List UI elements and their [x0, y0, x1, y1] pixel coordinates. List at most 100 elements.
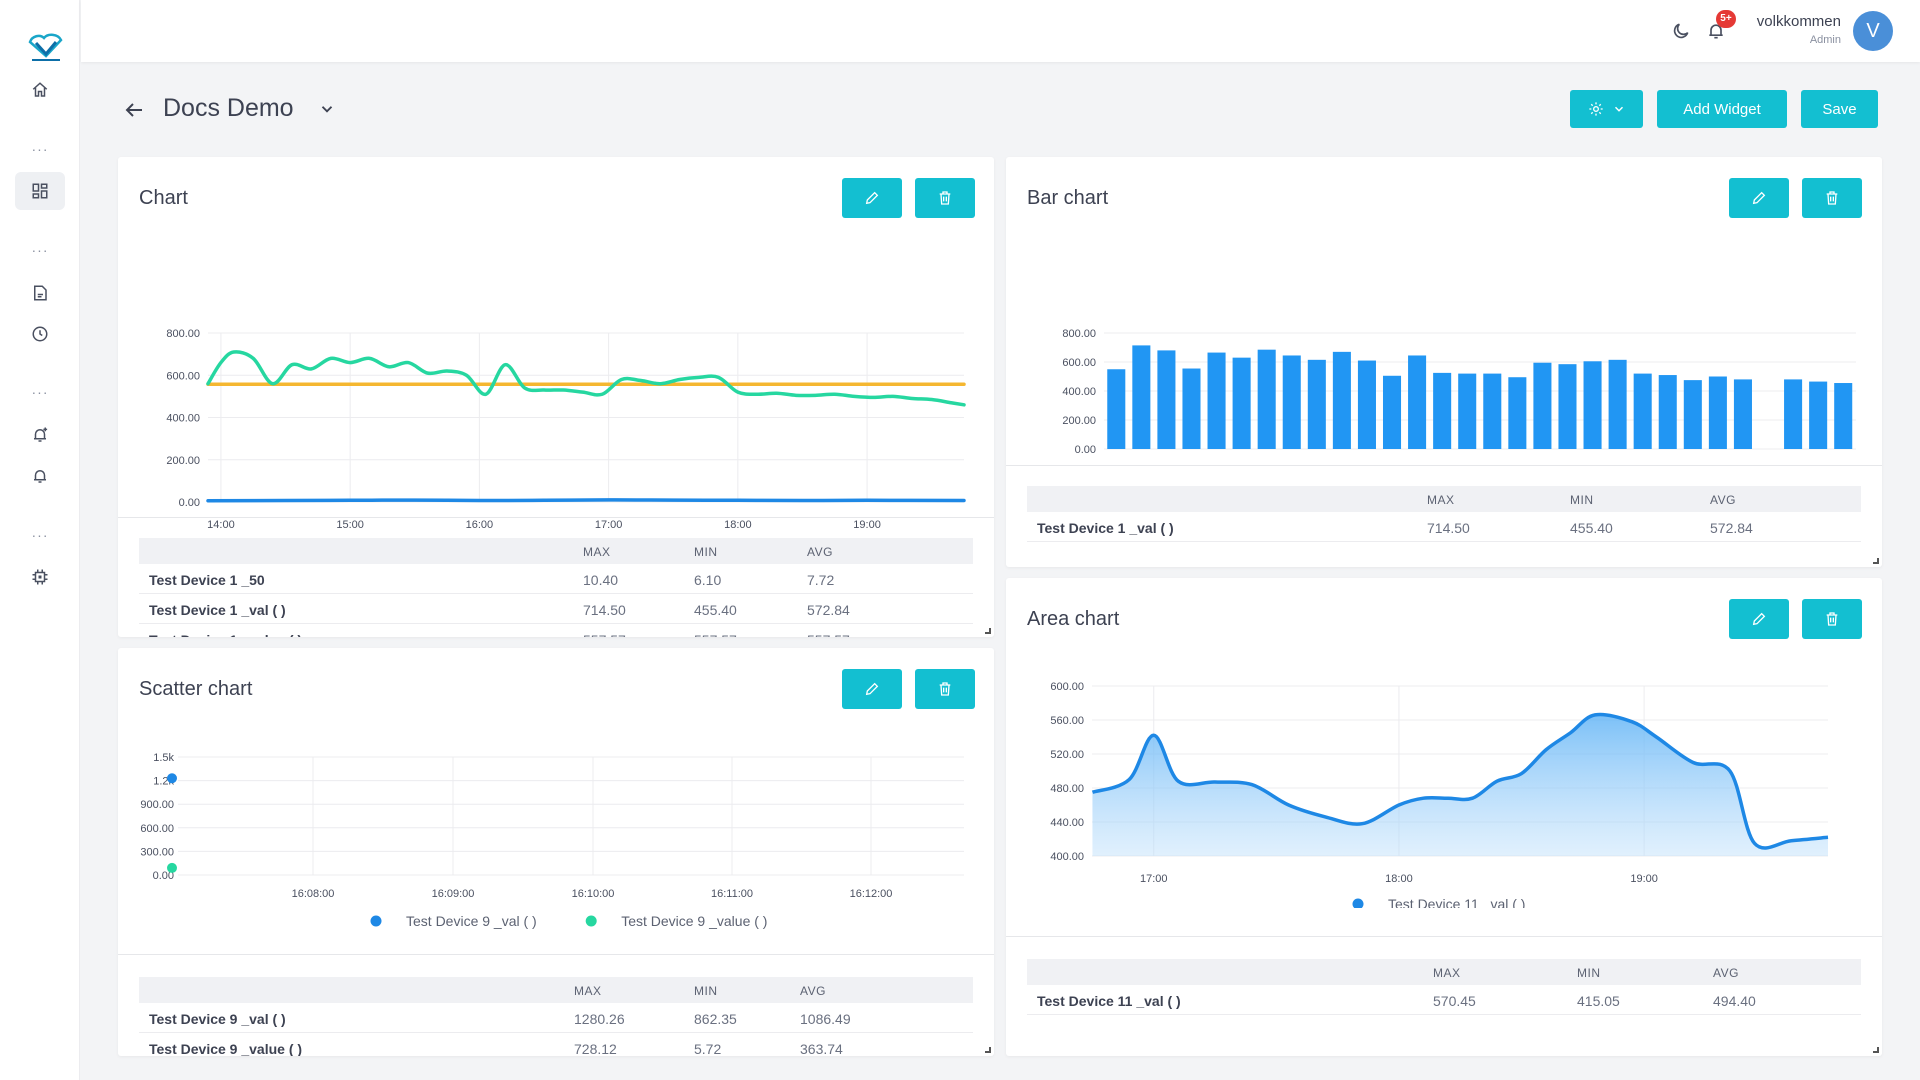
clock-icon[interactable] — [15, 315, 65, 353]
bar — [1608, 359, 1627, 449]
trash-icon — [939, 682, 951, 696]
save-button[interactable]: Save — [1801, 90, 1878, 128]
bar — [1483, 373, 1502, 449]
add-widget-button[interactable]: Add Widget — [1657, 90, 1787, 128]
edit-widget-button[interactable] — [842, 178, 902, 218]
alarm-add-icon[interactable] — [15, 416, 65, 454]
more-icon[interactable]: ··· — [31, 527, 49, 543]
legend-swatch — [1352, 898, 1364, 908]
y-tick-label: 0.00 — [1075, 444, 1096, 456]
x-tick-label: 16:09:00 — [432, 888, 475, 900]
x-tick-label: 19:00 — [1630, 873, 1658, 885]
max-value: 728.12 — [574, 1041, 617, 1056]
y-tick-label: 400.00 — [166, 413, 200, 425]
settings-dropdown-button[interactable] — [1570, 90, 1643, 128]
x-tick-label: 19:00 — [853, 519, 881, 531]
notification-badge: 5+ — [1716, 10, 1736, 28]
y-tick-label: 800.00 — [1062, 328, 1096, 340]
dashboard-icon[interactable] — [15, 172, 65, 210]
x-tick-label: 17:00 — [595, 519, 623, 531]
series-line — [206, 350, 966, 407]
stats-header-min[interactable]: MIN — [1577, 966, 1601, 980]
series-name: Test Device 1 _value ( ) — [149, 632, 302, 637]
page-title[interactable]: Docs Demo — [163, 94, 294, 122]
y-tick-label: 800.00 — [166, 328, 200, 340]
chevron-down-icon[interactable] — [318, 100, 336, 118]
stats-row: Test Device 9 _val ( ) 1280.26 862.35 1086.… — [139, 1003, 973, 1033]
stats-header-max[interactable]: MAX — [1433, 966, 1461, 980]
home-icon[interactable] — [15, 71, 65, 109]
y-tick-label: 0.00 — [179, 497, 200, 509]
resize-handle[interactable] — [985, 1047, 991, 1053]
report-icon[interactable] — [15, 274, 65, 312]
x-tick-label: 18:00 — [1385, 873, 1413, 885]
divider — [118, 954, 994, 955]
stats-header-avg[interactable]: AVG — [1710, 493, 1736, 507]
y-tick-label: 560.00 — [1050, 715, 1084, 727]
chip-icon[interactable] — [15, 558, 65, 596]
y-tick-label: 440.00 — [1050, 817, 1084, 829]
y-tick-label: 400.00 — [1062, 386, 1096, 398]
more-icon[interactable]: ··· — [31, 384, 49, 400]
stats-table: MAX MIN AVG Test Device 1 _val ( ) 714.50 455… — [1027, 486, 1861, 542]
bell-icon[interactable] — [1704, 19, 1728, 43]
min-value: 557.57 — [694, 632, 737, 637]
trash-icon — [1826, 612, 1838, 626]
bar — [1683, 380, 1702, 449]
pencil-icon — [1752, 612, 1766, 626]
bar — [1583, 361, 1602, 449]
resize-handle[interactable] — [1873, 558, 1879, 564]
delete-widget-button[interactable] — [1802, 178, 1862, 218]
avg-value: 363.74 — [800, 1041, 843, 1056]
stats-header-min[interactable]: MIN — [694, 984, 718, 998]
edit-widget-button[interactable] — [1729, 599, 1789, 639]
stats-header-max[interactable]: MAX — [574, 984, 602, 998]
delete-widget-button[interactable] — [915, 178, 975, 218]
series-name: Test Device 11 _val ( ) — [1037, 993, 1181, 1009]
stats-header-min[interactable]: MIN — [694, 545, 718, 559]
x-tick-label: 14:00 — [1103, 466, 1131, 467]
more-icon[interactable]: ··· — [31, 242, 49, 258]
x-tick-label: 18:00 — [724, 519, 752, 531]
stats-header-avg[interactable]: AVG — [800, 984, 826, 998]
stats-header-avg[interactable]: AVG — [1713, 966, 1739, 980]
bar — [1508, 377, 1527, 449]
delete-widget-button[interactable] — [915, 669, 975, 709]
min-value: 6.10 — [694, 572, 722, 588]
avatar[interactable]: V — [1853, 11, 1893, 51]
x-tick-label: 17:00 — [1479, 466, 1507, 467]
edit-widget-button[interactable] — [1729, 178, 1789, 218]
stats-header-max[interactable]: MAX — [583, 545, 611, 559]
stats-header-row: MAX MIN AVG — [139, 538, 973, 564]
topbar — [81, 0, 1920, 62]
resize-handle[interactable] — [985, 628, 991, 634]
x-tick-label: 15:00 — [1228, 466, 1256, 467]
y-tick-label: 480.00 — [1050, 783, 1084, 795]
y-tick-label: 0.00 — [153, 870, 174, 882]
y-tick-label: 400.00 — [1050, 851, 1084, 863]
y-tick-label: 600.00 — [1050, 681, 1084, 693]
y-tick-label: 900.00 — [140, 799, 174, 811]
more-icon[interactable]: ··· — [31, 141, 49, 157]
stats-header-row: MAX MIN AVG — [1027, 486, 1861, 512]
y-tick-label: 600.00 — [140, 823, 174, 835]
alarm-icon[interactable] — [15, 457, 65, 495]
resize-handle[interactable] — [1873, 1047, 1879, 1053]
min-value: 455.40 — [694, 602, 737, 618]
stats-header-max[interactable]: MAX — [1427, 493, 1455, 507]
bar-chart-widget: Bar chart 800.00 600.00 400.00 200.00 0.00 14… — [1006, 157, 1882, 567]
stats-header-min[interactable]: MIN — [1570, 493, 1594, 507]
stats-row: Test Device 1 _50 10.40 6.10 7.72 — [139, 564, 973, 594]
dark-mode-icon[interactable] — [1669, 19, 1693, 43]
back-arrow-icon[interactable] — [122, 98, 146, 122]
max-value: 557.57 — [583, 632, 626, 637]
x-tick-label: 16:00 — [1353, 466, 1381, 467]
min-value: 862.35 — [694, 1011, 737, 1027]
stats-header-avg[interactable]: AVG — [807, 545, 833, 559]
delete-widget-button[interactable] — [1802, 599, 1862, 639]
edit-widget-button[interactable] — [842, 669, 902, 709]
user-name[interactable]: volkkommen — [1756, 13, 1841, 30]
bar — [1784, 379, 1803, 449]
series-line — [206, 498, 966, 503]
